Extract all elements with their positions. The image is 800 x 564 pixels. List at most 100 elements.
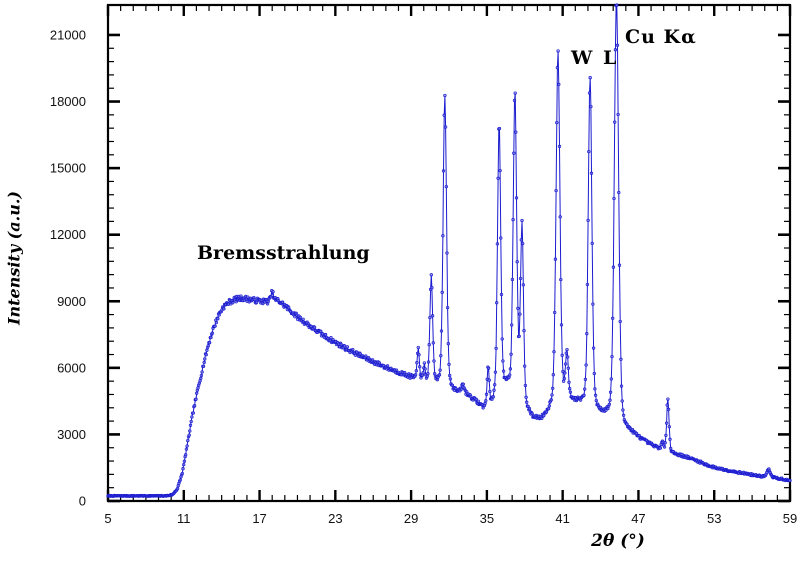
data-point-marker <box>521 283 525 287</box>
data-point-marker <box>527 407 532 411</box>
annotation-w-l-line: W L <box>571 47 619 69</box>
data-point-marker <box>187 433 191 437</box>
data-point-marker <box>550 393 554 397</box>
data-point-marker <box>446 342 450 346</box>
data-point-marker <box>430 314 435 318</box>
y-tick-label: 0 <box>79 494 86 509</box>
x-axis-title: 2θ (°) <box>591 531 645 551</box>
data-point-marker <box>523 383 528 388</box>
data-point-marker <box>266 299 270 304</box>
data-point-marker <box>445 305 450 310</box>
data-point-marker <box>343 344 347 348</box>
data-point-marker <box>585 332 589 336</box>
data-point-marker <box>589 171 594 175</box>
data-point-marker <box>201 364 206 369</box>
data-point-marker <box>611 316 615 320</box>
data-point-marker <box>185 444 189 448</box>
data-point-marker <box>613 120 617 124</box>
data-point-marker <box>491 395 495 399</box>
data-point-marker <box>444 184 448 189</box>
data-point-marker <box>188 429 192 433</box>
data-point-marker <box>559 277 563 282</box>
data-point-marker <box>498 168 502 173</box>
data-point-marker <box>621 408 625 412</box>
data-point-marker <box>206 343 210 348</box>
data-point-marker <box>664 433 668 438</box>
annotation-bremsstrahlung: Bremsstrahlung <box>197 242 370 264</box>
data-point-marker <box>521 241 525 246</box>
data-point-marker <box>511 218 515 222</box>
data-point-marker <box>417 353 421 357</box>
data-point-marker <box>517 334 521 338</box>
data-point-marker <box>608 390 613 394</box>
data-point-marker <box>435 378 440 382</box>
data-point-marker <box>514 196 519 200</box>
data-point-marker <box>484 392 489 396</box>
data-point-marker <box>612 196 616 201</box>
data-point-marker <box>418 365 422 369</box>
data-point-marker <box>199 373 204 378</box>
data-point-marker <box>448 377 453 381</box>
data-point-marker <box>492 388 496 392</box>
data-point-marker <box>560 353 564 357</box>
data-point-marker <box>619 384 624 388</box>
data-point-marker <box>501 359 505 363</box>
data-point-marker <box>209 335 213 340</box>
data-point-marker <box>637 433 641 438</box>
data-point-marker <box>546 406 551 411</box>
data-point-marker <box>431 341 435 345</box>
data-point-marker <box>658 446 663 450</box>
data-point-marker <box>553 310 557 315</box>
data-point-marker <box>445 251 449 255</box>
data-point-marker <box>430 286 434 290</box>
data-point-marker <box>231 301 235 305</box>
data-point-marker <box>584 363 588 367</box>
data-point-marker <box>568 387 572 391</box>
y-tick-label: 3000 <box>57 427 86 442</box>
data-point-marker <box>189 419 193 424</box>
data-point-marker <box>549 398 553 402</box>
data-point-marker <box>559 323 564 327</box>
data-point-marker <box>616 112 620 117</box>
data-point-marker <box>358 352 362 356</box>
data-point-marker <box>520 218 524 223</box>
data-point-marker <box>222 307 226 311</box>
data-point-marker <box>182 462 186 467</box>
data-point-marker <box>512 151 516 155</box>
data-point-marker <box>563 371 567 375</box>
data-point-marker <box>214 320 219 325</box>
data-point-marker <box>523 364 527 368</box>
data-point-marker <box>666 397 670 401</box>
data-point-marker <box>217 313 221 317</box>
data-point-marker <box>180 471 184 476</box>
data-point-marker <box>509 352 513 356</box>
data-point-marker <box>513 91 517 95</box>
data-point-marker <box>486 366 491 370</box>
data-point-marker <box>188 423 193 427</box>
spectrum-markers <box>106 3 792 498</box>
data-point-marker <box>422 361 427 365</box>
data-point-marker <box>567 380 571 384</box>
data-point-marker <box>566 366 570 370</box>
data-point-marker <box>186 438 190 443</box>
annotation-cu-k-alpha-line: Cu Kα <box>625 26 697 48</box>
data-point-marker <box>427 343 431 347</box>
data-point-marker <box>508 367 513 371</box>
data-point-marker <box>450 383 455 387</box>
data-point-marker <box>261 301 265 306</box>
data-point-marker <box>619 357 623 361</box>
data-point-marker <box>181 467 185 471</box>
data-point-marker <box>207 341 212 345</box>
data-point-marker <box>252 297 257 302</box>
data-point-marker <box>591 302 595 306</box>
data-point-marker <box>522 329 526 333</box>
data-point-marker <box>555 66 560 70</box>
data-point-marker <box>610 354 614 359</box>
data-point-marker <box>621 413 626 417</box>
data-point-marker <box>270 293 275 297</box>
data-point-marker <box>298 315 302 320</box>
data-point-marker <box>351 347 355 352</box>
data-point-marker <box>426 372 430 376</box>
data-point-marker <box>566 355 570 359</box>
